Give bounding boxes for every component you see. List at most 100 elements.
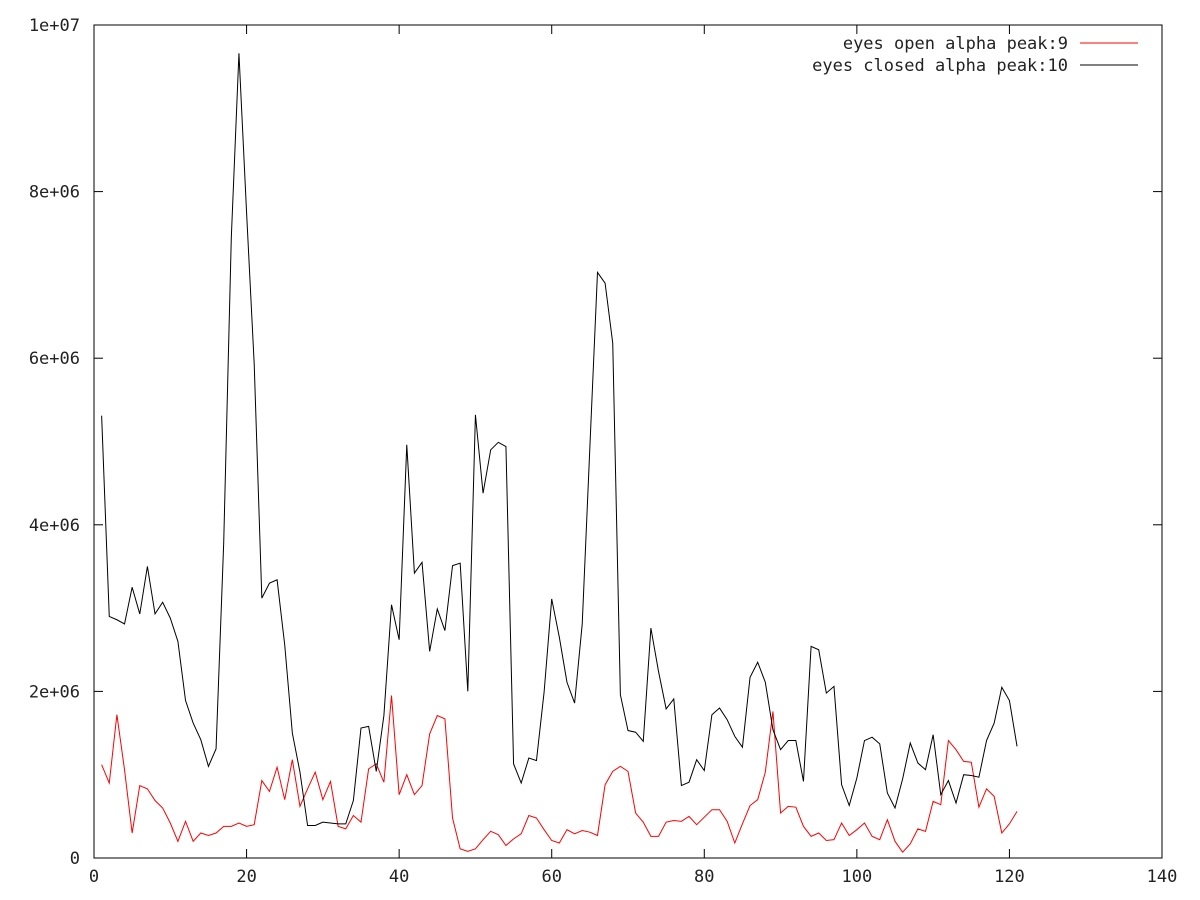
y-tick-label: 1e+07 — [29, 16, 80, 36]
data-point — [452, 817, 453, 818]
data-point — [254, 363, 255, 364]
data-point — [627, 771, 628, 772]
data-point — [833, 839, 834, 840]
data-point — [261, 598, 262, 599]
data-point — [879, 743, 880, 744]
data-point — [482, 839, 483, 840]
data-point — [162, 602, 163, 603]
data-point — [223, 826, 224, 827]
y-tick-label: 6e+06 — [29, 349, 80, 369]
data-point — [399, 639, 400, 640]
data-point — [734, 842, 735, 843]
data-point — [986, 788, 987, 789]
data-point — [696, 824, 697, 825]
data-point — [421, 562, 422, 563]
data-point — [795, 740, 796, 741]
data-point — [833, 686, 834, 687]
data-point — [727, 821, 728, 822]
data-point — [757, 662, 758, 663]
y-tick-label: 4e+06 — [29, 516, 80, 536]
data-point — [345, 823, 346, 824]
data-point — [376, 771, 377, 772]
data-point — [810, 646, 811, 647]
x-tick-label: 120 — [994, 867, 1025, 887]
data-point — [749, 677, 750, 678]
data-point — [162, 807, 163, 808]
data-point — [475, 414, 476, 415]
data-point — [1016, 811, 1017, 812]
data-point — [864, 740, 865, 741]
data-point — [1009, 700, 1010, 701]
data-point — [345, 828, 346, 829]
data-point — [803, 826, 804, 827]
data-point — [894, 807, 895, 808]
data-point — [696, 759, 697, 760]
x-tick-label: 60 — [541, 867, 561, 887]
series-line — [101, 695, 1018, 853]
data-point — [467, 691, 468, 692]
data-point — [780, 812, 781, 813]
data-point — [574, 833, 575, 834]
data-point — [498, 834, 499, 835]
data-point — [551, 598, 552, 599]
data-point — [978, 807, 979, 808]
data-point — [1001, 832, 1002, 833]
data-point — [620, 766, 621, 767]
x-tick-label: 0 — [89, 867, 99, 887]
data-point — [307, 788, 308, 789]
data-point — [940, 794, 941, 795]
data-point — [650, 836, 651, 837]
data-point — [261, 780, 262, 781]
data-point — [917, 762, 918, 763]
data-point — [338, 823, 339, 824]
data-point — [933, 801, 934, 802]
data-point — [917, 828, 918, 829]
data-point — [643, 822, 644, 823]
data-point — [994, 722, 995, 723]
data-point — [780, 749, 781, 750]
data-point — [391, 604, 392, 605]
data-point — [490, 831, 491, 832]
data-point — [795, 807, 796, 808]
data-point — [681, 821, 682, 822]
data-point — [963, 761, 964, 762]
data-point — [452, 565, 453, 566]
data-point — [749, 805, 750, 806]
data-point — [711, 714, 712, 715]
data-point — [841, 784, 842, 785]
data-point — [543, 692, 544, 693]
data-point — [673, 820, 674, 821]
data-point — [460, 848, 461, 849]
series-eyes-open — [101, 695, 1018, 853]
data-point — [429, 651, 430, 652]
data-point — [566, 682, 567, 683]
data-point — [406, 774, 407, 775]
data-point — [177, 841, 178, 842]
data-point — [330, 781, 331, 782]
data-point — [757, 799, 758, 800]
data-point — [109, 782, 110, 783]
data-point — [994, 796, 995, 797]
data-point — [605, 283, 606, 284]
x-tick-label: 100 — [841, 867, 872, 887]
axes: 0 20 40 60 80 100 120 140 0 2e+06 4e+06 6e+06 8e+06 1… — [29, 16, 1178, 887]
data-point — [719, 809, 720, 810]
data-point — [910, 742, 911, 743]
x-tick-label: 40 — [389, 867, 409, 887]
data-point — [1001, 687, 1002, 688]
data-point — [467, 851, 468, 852]
data-point — [521, 782, 522, 783]
data-point — [887, 792, 888, 793]
data-point — [673, 698, 674, 699]
data-point — [292, 759, 293, 760]
data-point — [742, 823, 743, 824]
y-tick-label: 8e+06 — [29, 183, 80, 203]
data-point — [437, 715, 438, 716]
data-point — [1009, 823, 1010, 824]
data-point — [231, 826, 232, 827]
data-point — [765, 682, 766, 683]
legend-label: eyes open alpha peak:9 — [843, 34, 1068, 54]
data-point — [810, 836, 811, 837]
data-point — [368, 768, 369, 769]
